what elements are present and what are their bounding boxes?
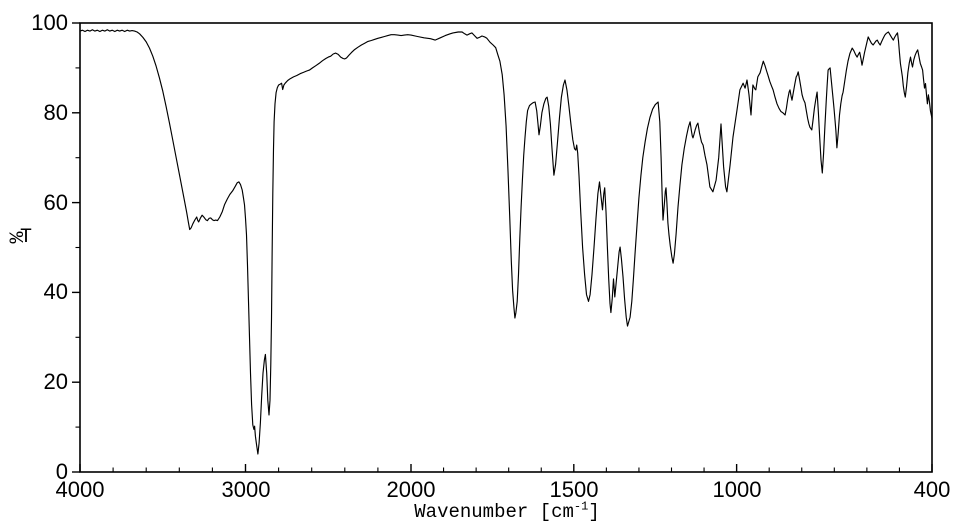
x-tick-label-400: 400 — [913, 477, 951, 502]
y-tick-label-60: 60 — [43, 190, 68, 215]
x-tick-label-2000: 2000 — [386, 477, 436, 502]
spectrum-trace — [79, 29, 933, 455]
transmittance-letter: T — [20, 226, 33, 249]
x-axis-title-prefix: Wavenumber [cm — [414, 501, 574, 523]
y-tick-label-0: 0 — [55, 459, 68, 484]
y-tick-label-100: 100 — [31, 10, 68, 35]
y-tick-label-40: 40 — [43, 279, 68, 304]
x-axis-title-suffix: ] — [588, 501, 600, 523]
x-tick-label-1500: 1500 — [549, 477, 599, 502]
x-tick-label-1000: 1000 — [712, 477, 762, 502]
x-tick-label-4000: 4000 — [55, 477, 105, 502]
plot-frame — [79, 22, 933, 473]
y-tick-label-20: 20 — [43, 369, 68, 394]
x-axis-title: Wavenumber [cm-1] — [382, 500, 632, 524]
y-tick-label-80: 80 — [43, 100, 68, 125]
y-axis-title: %T — [3, 226, 33, 249]
x-axis-title-superscript: -1 — [573, 499, 589, 514]
percent-glyph: % — [2, 231, 26, 244]
x-tick-label-3000: 3000 — [221, 477, 271, 502]
